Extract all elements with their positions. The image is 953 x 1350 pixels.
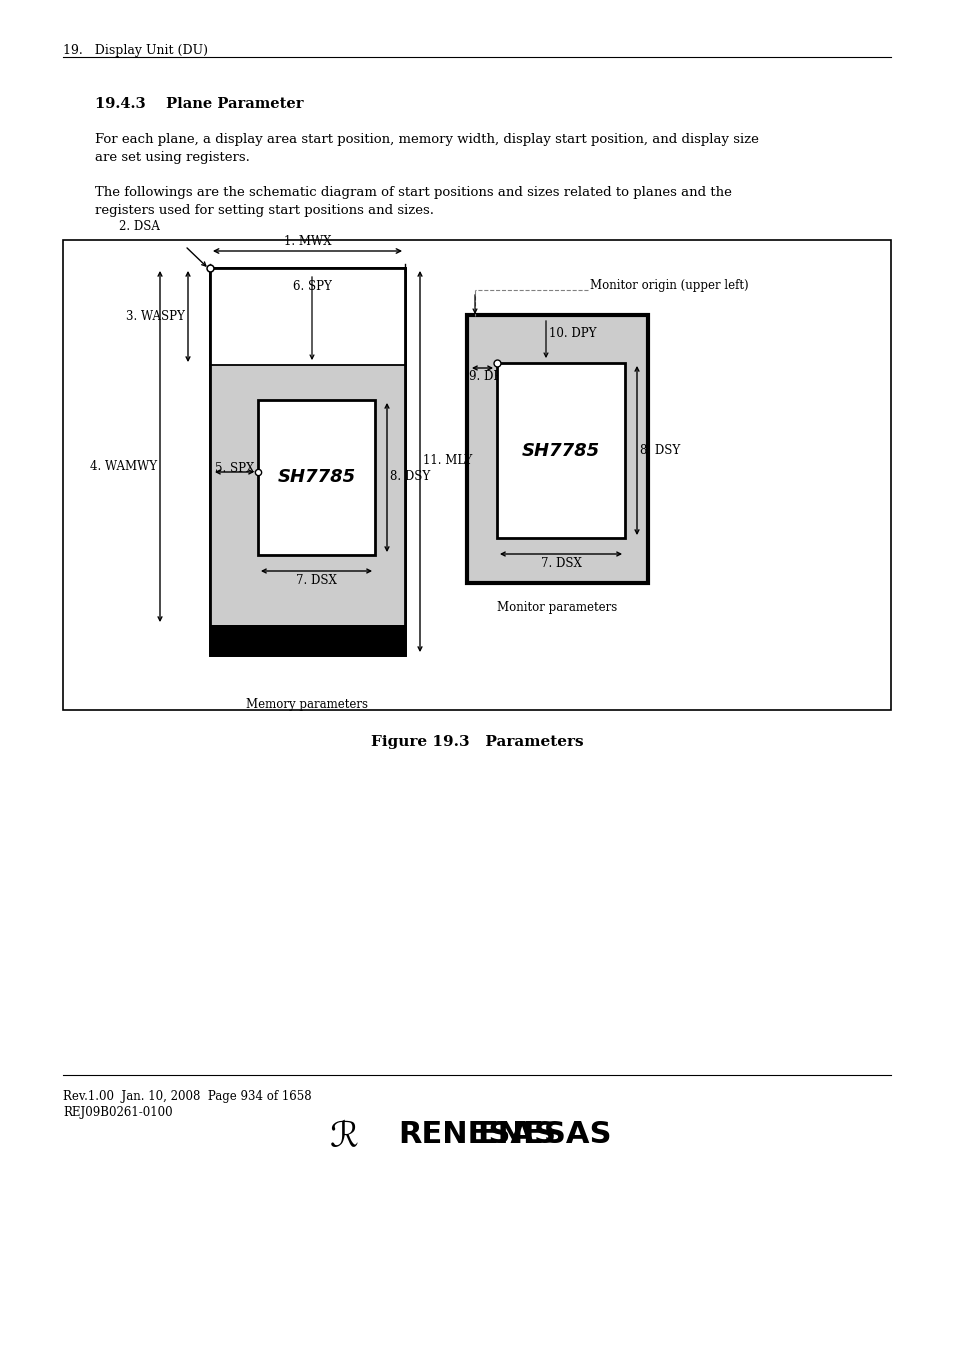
Text: 7. DSX: 7. DSX <box>295 574 336 587</box>
Text: 8. DSY: 8. DSY <box>390 471 430 483</box>
Text: are set using registers.: are set using registers. <box>95 151 250 163</box>
Text: The followings are the schematic diagram of start positions and sizes related to: The followings are the schematic diagram… <box>95 186 731 198</box>
Bar <box>210 625 405 655</box>
Text: 3. WASPY: 3. WASPY <box>126 309 185 323</box>
Bar <box>497 363 624 539</box>
Text: 4. WAMWY: 4. WAMWY <box>90 459 157 472</box>
Bar <box>467 315 647 583</box>
Text: 19.   Display Unit (DU): 19. Display Unit (DU) <box>63 45 208 57</box>
Text: Monitor origin (upper left): Monitor origin (upper left) <box>589 279 748 292</box>
Bar <box>210 269 405 655</box>
Text: 5. SPX: 5. SPX <box>214 462 254 475</box>
Text: 10. DPY: 10. DPY <box>548 327 596 340</box>
Text: 9. DPX: 9. DPX <box>469 370 509 383</box>
Text: 8. DSY: 8. DSY <box>639 444 679 456</box>
Text: RENESAS: RENESAS <box>397 1120 556 1149</box>
Text: SH7785: SH7785 <box>521 441 599 459</box>
Text: 2. DSA: 2. DSA <box>119 220 160 234</box>
Text: Memory parameters: Memory parameters <box>246 698 368 711</box>
Text: 7. DSX: 7. DSX <box>540 558 580 570</box>
Bar <box>210 364 405 625</box>
Text: Rev.1.00  Jan. 10, 2008  Page 934 of 1658: Rev.1.00 Jan. 10, 2008 Page 934 of 1658 <box>63 1089 312 1103</box>
Text: SH7785: SH7785 <box>277 468 355 486</box>
Text: ENESAS: ENESAS <box>476 1120 611 1149</box>
Text: 19.4.3    Plane Parameter: 19.4.3 Plane Parameter <box>95 97 303 111</box>
Text: Monitor parameters: Monitor parameters <box>497 601 617 614</box>
Text: 6. SPY: 6. SPY <box>293 279 331 293</box>
Text: 11. MLY: 11. MLY <box>422 455 472 467</box>
Text: 1. MWX: 1. MWX <box>283 235 331 248</box>
Bar <box>257 400 375 555</box>
Bar <box>63 240 890 710</box>
Bar <box>210 269 405 365</box>
Text: ℛ: ℛ <box>329 1120 358 1154</box>
Text: registers used for setting start positions and sizes.: registers used for setting start positio… <box>95 204 434 217</box>
Bar <box>210 269 405 655</box>
Text: Figure 19.3   Parameters: Figure 19.3 Parameters <box>371 734 582 749</box>
Text: REJ09B0261-0100: REJ09B0261-0100 <box>63 1106 172 1119</box>
Text: For each plane, a display area start position, memory width, display start posit: For each plane, a display area start pos… <box>95 134 758 146</box>
